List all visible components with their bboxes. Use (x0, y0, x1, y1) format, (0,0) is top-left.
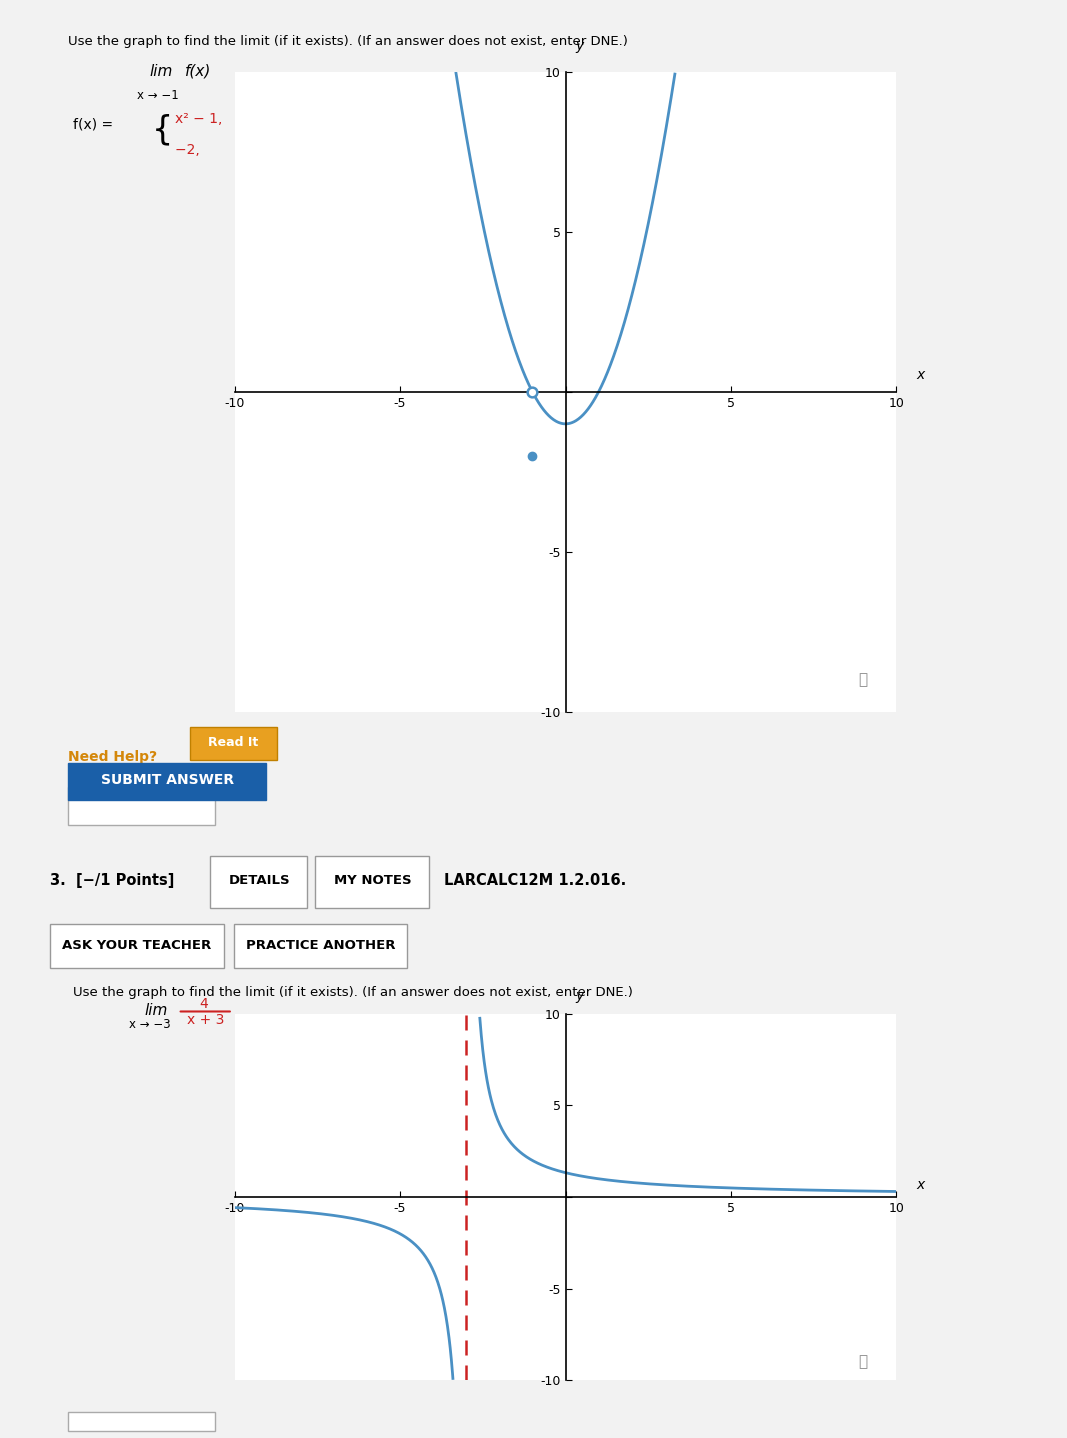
Text: y: y (575, 39, 584, 53)
FancyBboxPatch shape (67, 1412, 216, 1431)
Text: y: y (575, 989, 584, 1002)
Text: 4: 4 (198, 997, 208, 1011)
Text: x → −1: x → −1 (137, 89, 178, 102)
Text: ⓘ: ⓘ (859, 673, 867, 687)
Text: LARCALC12M 1.2.016.: LARCALC12M 1.2.016. (444, 873, 626, 887)
FancyBboxPatch shape (234, 925, 407, 968)
Text: ASK YOUR TEACHER: ASK YOUR TEACHER (62, 939, 211, 952)
Text: Use the graph to find the limit (if it exists). (If an answer does not exist, en: Use the graph to find the limit (if it e… (73, 985, 633, 998)
Text: DETAILS: DETAILS (228, 874, 290, 887)
Text: f(x): f(x) (185, 63, 211, 79)
Text: x → −3: x → −3 (129, 1018, 171, 1031)
FancyBboxPatch shape (315, 856, 429, 907)
FancyBboxPatch shape (67, 762, 267, 800)
Text: −2,        x = −1: −2, x = −1 (175, 142, 284, 157)
FancyBboxPatch shape (67, 788, 216, 825)
Text: x: x (917, 1178, 924, 1192)
Text: lim: lim (144, 1004, 168, 1018)
Text: f(x) =: f(x) = (73, 118, 113, 132)
FancyBboxPatch shape (50, 925, 224, 968)
Text: Use the graph to find the limit (if it exists). (If an answer does not exist, en: Use the graph to find the limit (if it e… (67, 35, 627, 47)
Text: x + 3: x + 3 (187, 1014, 224, 1027)
Text: 3.  [−/1 Points]: 3. [−/1 Points] (50, 873, 175, 887)
Text: x: x (917, 368, 924, 383)
Text: PRACTICE ANOTHER: PRACTICE ANOTHER (245, 939, 395, 952)
Text: SUBMIT ANSWER: SUBMIT ANSWER (101, 774, 234, 787)
FancyBboxPatch shape (210, 856, 307, 907)
Text: ⓘ: ⓘ (859, 1355, 867, 1369)
FancyBboxPatch shape (190, 728, 276, 761)
Text: Read It: Read It (208, 735, 258, 749)
Text: {: { (153, 114, 174, 147)
Text: x² − 1,   x ≠ −1: x² − 1, x ≠ −1 (175, 112, 284, 127)
Text: lim: lim (149, 63, 173, 79)
Text: MY NOTES: MY NOTES (334, 874, 411, 887)
Text: Need Help?: Need Help? (67, 751, 157, 764)
